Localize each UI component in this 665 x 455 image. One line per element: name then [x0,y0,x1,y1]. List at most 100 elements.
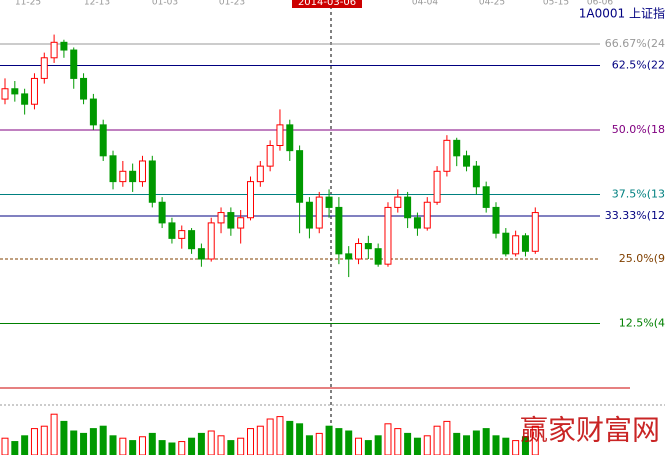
volume-bar [11,441,19,455]
volume-bar [404,432,412,455]
volume-bar [521,436,529,455]
candle-body [335,206,343,255]
level-label: 33.33%(12 [605,209,665,222]
volume-bar [1,437,9,455]
candle-body [531,212,539,252]
level-label-bg [600,58,665,73]
volume-bar [345,430,353,455]
candle-body [482,186,490,208]
candle-body [404,196,412,219]
volume-bar [325,425,333,455]
cursor-label-bg [292,0,362,8]
candle-body [364,243,372,250]
candle-body [325,196,333,208]
candle-body [148,160,156,203]
volume-bar [502,437,510,455]
volume-bar [315,432,323,455]
volume-bar [512,440,520,455]
candle-body [394,196,402,208]
volume-bar [138,436,146,455]
candle-body [453,139,461,157]
candle-body [276,124,284,146]
candle-body [247,181,254,219]
level-label: 50.0%(18 [612,123,665,136]
candle-body [50,41,58,59]
candle-body [492,206,500,234]
volume-bar [70,430,78,455]
volume-bar [109,435,117,455]
volume-bar [394,428,402,455]
candle-body [502,232,510,255]
candle-body [413,217,421,229]
volume-bar [89,428,97,455]
candle-body [227,212,235,229]
date-label: 04-04 [412,0,438,8]
volume-bar [227,440,235,455]
candle-body [80,77,88,100]
candle-body [168,222,176,239]
level-label-bg [600,123,665,138]
candle-body [138,160,146,183]
candle-body [30,77,38,105]
volume-bar [207,430,215,455]
candle-body [443,139,451,172]
volume-bar [374,435,382,455]
candle-body [11,88,19,95]
candle-body [99,124,107,157]
candle-body [237,217,245,229]
level-label: 25.0%(9 [619,252,665,265]
date-label: 01-23 [219,0,245,8]
candle-body [433,170,441,203]
candle-body [119,170,127,183]
volume-bar [158,440,166,455]
volume-bar [168,442,176,455]
date-label: 11-25 [15,0,41,8]
candle-body [40,57,48,79]
volume-bar [364,440,372,455]
volume-bar [119,437,127,455]
candle-body [197,248,205,260]
candle-body [70,49,78,79]
candle-body [423,201,431,229]
volume-bar [178,441,186,455]
date-label: 04-25 [479,0,505,8]
volume-bar [453,432,461,455]
level-label-bg [600,37,665,52]
volume-bar [413,437,421,455]
candle-body [296,150,304,203]
candle-body [89,98,97,126]
volume-bar [247,428,254,455]
volume-bar [197,432,205,455]
volume-bar [531,425,539,455]
candle-body [345,253,353,260]
date-label: 06-06 [587,0,613,8]
candle-body [315,196,323,229]
level-label: 12.5%(4 [619,317,665,330]
date-label: 12-13 [84,0,110,8]
candle-body [158,201,166,224]
volume-bar [99,425,107,455]
volume-bar [148,432,156,455]
volume-bar [433,425,441,455]
level-label: 37.5%(13 [612,188,665,201]
volume-bar [256,425,264,455]
volume-bar [40,425,48,455]
volume-bar [30,428,38,455]
level-label-bg [600,187,665,202]
candle-body [384,206,392,265]
cursor-label: 2014-03-06 [298,0,356,8]
date-label: 05-15 [543,0,569,8]
volume-bar [355,437,363,455]
volume-bar [482,428,490,455]
watermark: 赢家财富网 [520,414,660,447]
candle-body [305,201,313,229]
volume-bar [335,428,343,455]
candle-body [60,41,68,51]
volume-bar [266,418,274,455]
volume-bar [492,435,500,455]
volume-bar [21,435,29,455]
volume-bar [50,413,58,455]
